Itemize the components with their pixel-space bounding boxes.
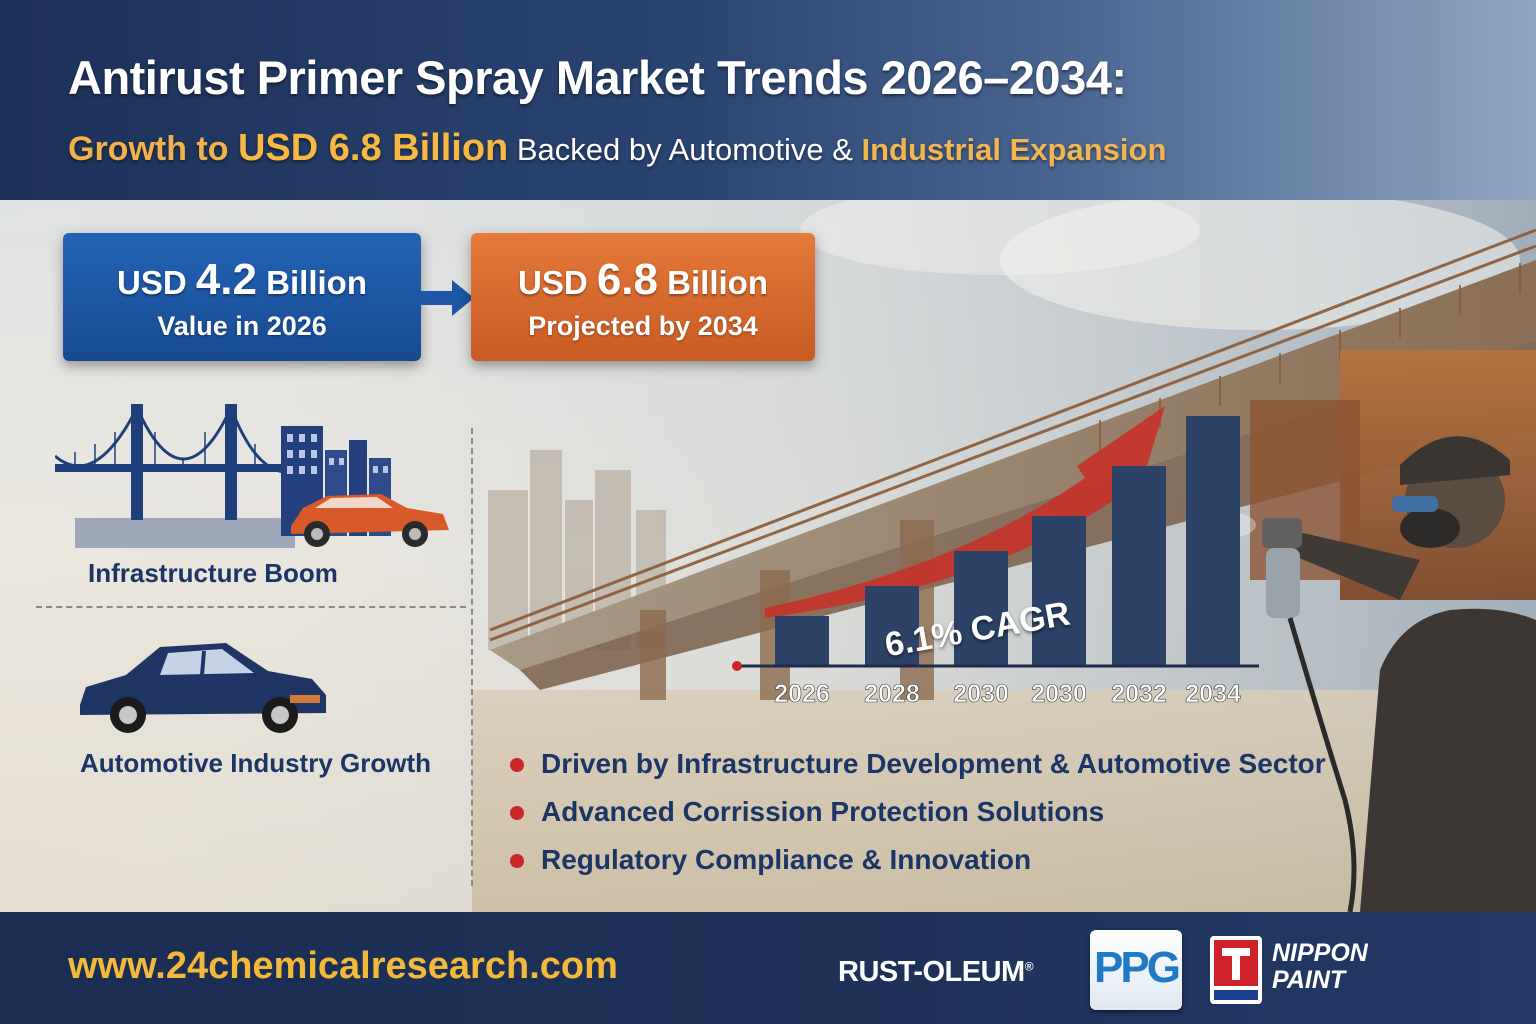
growth-bar-chart: 2026 2028 2030 2030 2032 2034: [732, 406, 1259, 708]
value-2034-card: USD 6.8 Billion Projected by 2034: [471, 233, 815, 361]
value-2034-number: 6.8: [596, 255, 658, 304]
ppg-logo: PPG: [1090, 930, 1182, 1010]
ppg-logo-text: PPG: [1094, 943, 1181, 992]
bullet-dot-icon: [510, 806, 524, 820]
feature-label-automotive: Automotive Industry Growth: [80, 748, 431, 778]
bullet-item: Advanced Corrission Protection Solutions: [508, 796, 1326, 844]
rustoleum-logo-text: RUST-OLEUM: [838, 956, 1025, 988]
growth-arrow-icon: [765, 406, 1165, 618]
page-subtitle: Growth to USD 6.8 Billion Backed by Auto…: [68, 127, 1166, 170]
chart-x-tick-label: 2030: [1031, 680, 1087, 708]
bullet-item: Regulatory Compliance & Innovation: [508, 844, 1326, 892]
right-arrow-icon: [418, 280, 474, 316]
driver-bullet-list: Driven by Infrastructure Development & A…: [508, 748, 1326, 892]
bullet-item: Driven by Infrastructure Development & A…: [508, 748, 1326, 796]
chart-x-tick-label: 2032: [1111, 680, 1167, 708]
value-2026-caption: Value in 2026: [157, 311, 327, 341]
rustoleum-logo: RUST-OLEUM®: [838, 956, 1034, 989]
website-link[interactable]: www.24chemicalresearch.com: [68, 945, 618, 987]
nippon-paint-line-2: PAINT: [1272, 966, 1346, 994]
value-2034-unit: Billion: [658, 264, 768, 301]
subtitle-part-1: Growth to: [68, 130, 238, 168]
bullet-text: Driven by Infrastructure Development & A…: [541, 748, 1326, 779]
nippon-paint-line-1: NIPPON: [1272, 939, 1368, 967]
chart-x-tick-label: 2034: [1185, 680, 1241, 708]
bullet-dot-icon: [510, 854, 524, 868]
nippon-paint-logo: NIPPON PAINT: [1272, 940, 1368, 994]
feature-label-infrastructure: Infrastructure Boom: [88, 558, 338, 588]
bullet-text: Regulatory Compliance & Innovation: [541, 844, 1032, 875]
bridge-city-icon: [55, 404, 449, 548]
chart-bar: [865, 586, 919, 666]
chart-bar: [954, 551, 1008, 666]
value-2026-card: USD 4.2 Billion Value in 2026: [63, 233, 421, 361]
chart-bar: [1186, 416, 1240, 666]
chart-x-tick-label: 2028: [864, 680, 920, 708]
vertical-divider: [471, 428, 473, 886]
value-2026-prefix: USD: [116, 264, 196, 301]
value-2034-caption: Projected by 2034: [528, 311, 758, 341]
subtitle-part-4: Industrial Expansion: [861, 132, 1167, 167]
nippon-paint-emblem-icon: [1210, 936, 1262, 1004]
value-2026-unit: Billion: [257, 264, 367, 301]
value-2034-prefix: USD: [517, 264, 597, 301]
horizontal-divider: [36, 606, 466, 608]
rustoleum-registered-mark: ®: [1024, 959, 1034, 974]
chart-bar: [1112, 466, 1166, 666]
chart-axis-start-dot: [732, 661, 742, 671]
subtitle-highlight: USD 6.8 Billion: [237, 127, 509, 169]
footer-bar: www.24chemicalresearch.com RUST-OLEUM® P…: [0, 912, 1536, 1024]
car-icon: [80, 643, 326, 733]
value-2026-amount: USD 4.2 Billion: [63, 255, 421, 305]
subtitle-part-3: Backed by Automotive &: [508, 132, 862, 167]
bullet-text: Advanced Corrission Protection Solutions: [541, 796, 1105, 827]
header-banner: Antirust Primer Spray Market Trends 2026…: [0, 0, 1536, 200]
value-2034-amount: USD 6.8 Billion: [471, 255, 815, 305]
bullet-dot-icon: [510, 758, 524, 772]
value-2026-number: 4.2: [195, 255, 257, 304]
chart-bar: [775, 616, 829, 666]
chart-x-tick-label: 2030: [953, 680, 1009, 708]
page-title: Antirust Primer Spray Market Trends 2026…: [68, 51, 1127, 104]
chart-x-tick-label: 2026: [774, 680, 830, 708]
chart-bar: [1032, 516, 1086, 666]
main-panel: USD 4.2 Billion Value in 2026 USD 6.8 Bi…: [0, 200, 1536, 912]
